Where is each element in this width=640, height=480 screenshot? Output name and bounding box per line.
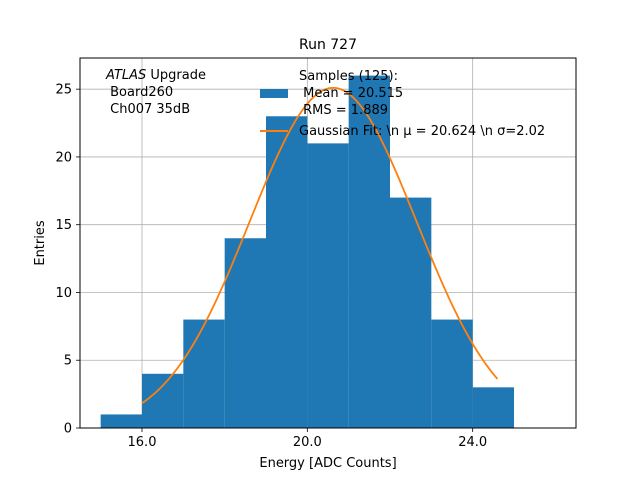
- histogram-bar: [472, 387, 514, 428]
- y-tick-label: 5: [64, 354, 72, 369]
- legend-hist-line-1: Samples (125):: [299, 69, 398, 84]
- chart-title: Run 727: [299, 37, 357, 53]
- histogram-bar: [348, 75, 390, 428]
- x-axis-ticks: 16.0 20.0 24.0: [128, 428, 487, 450]
- y-tick-label: 15: [55, 218, 72, 233]
- x-tick-label: 16.0: [128, 435, 157, 450]
- histogram-bar: [307, 143, 349, 428]
- annotation-line-1: ATLAS Upgrade: [105, 68, 206, 83]
- annotation-line-2: Board260: [106, 85, 173, 100]
- gaussian-fit: [141, 86, 499, 404]
- annotation-upgrade: Upgrade: [146, 68, 206, 83]
- histogram-bar: [390, 197, 432, 428]
- y-axis-ticks: 0 5 10 15 20 25: [55, 83, 80, 437]
- y-tick-label: 25: [55, 83, 72, 98]
- annotation-line-3: Ch007 35dB: [106, 102, 190, 117]
- legend: Samples (125): Mean = 20.515 RMS = 1.889…: [260, 69, 545, 139]
- histogram-bar: [183, 319, 225, 428]
- plot-frame: [79, 57, 577, 429]
- histogram-bar: [266, 116, 308, 429]
- x-axis-label: Energy [ADC Counts]: [259, 456, 396, 471]
- histogram-bar: [224, 238, 266, 428]
- histogram-bar: [142, 373, 184, 428]
- histogram-bar: [431, 319, 473, 428]
- gaussian-fit-curve: [141, 86, 499, 404]
- legend-hist-swatch: [260, 89, 288, 98]
- x-tick-label: 20.0: [293, 435, 322, 450]
- y-tick-label: 0: [64, 422, 72, 437]
- legend-hist-line-3: RMS = 1.889: [299, 103, 388, 118]
- y-tick-label: 10: [55, 286, 72, 301]
- x-tick-label: 24.0: [458, 435, 487, 450]
- legend-hist-line-2: Mean = 20.515: [299, 86, 403, 101]
- y-axis-label: Entries: [33, 220, 48, 266]
- histogram-bar: [100, 414, 142, 428]
- histogram-bars: [100, 75, 514, 429]
- annotation-atlas: ATLAS: [105, 68, 146, 83]
- atlas-annotation: ATLAS Upgrade Board260 Ch007 35dB: [105, 68, 206, 117]
- legend-fit-label: Gaussian Fit: \n μ = 20.624 \n σ=2.02: [299, 124, 545, 139]
- y-tick-label: 20: [55, 150, 72, 165]
